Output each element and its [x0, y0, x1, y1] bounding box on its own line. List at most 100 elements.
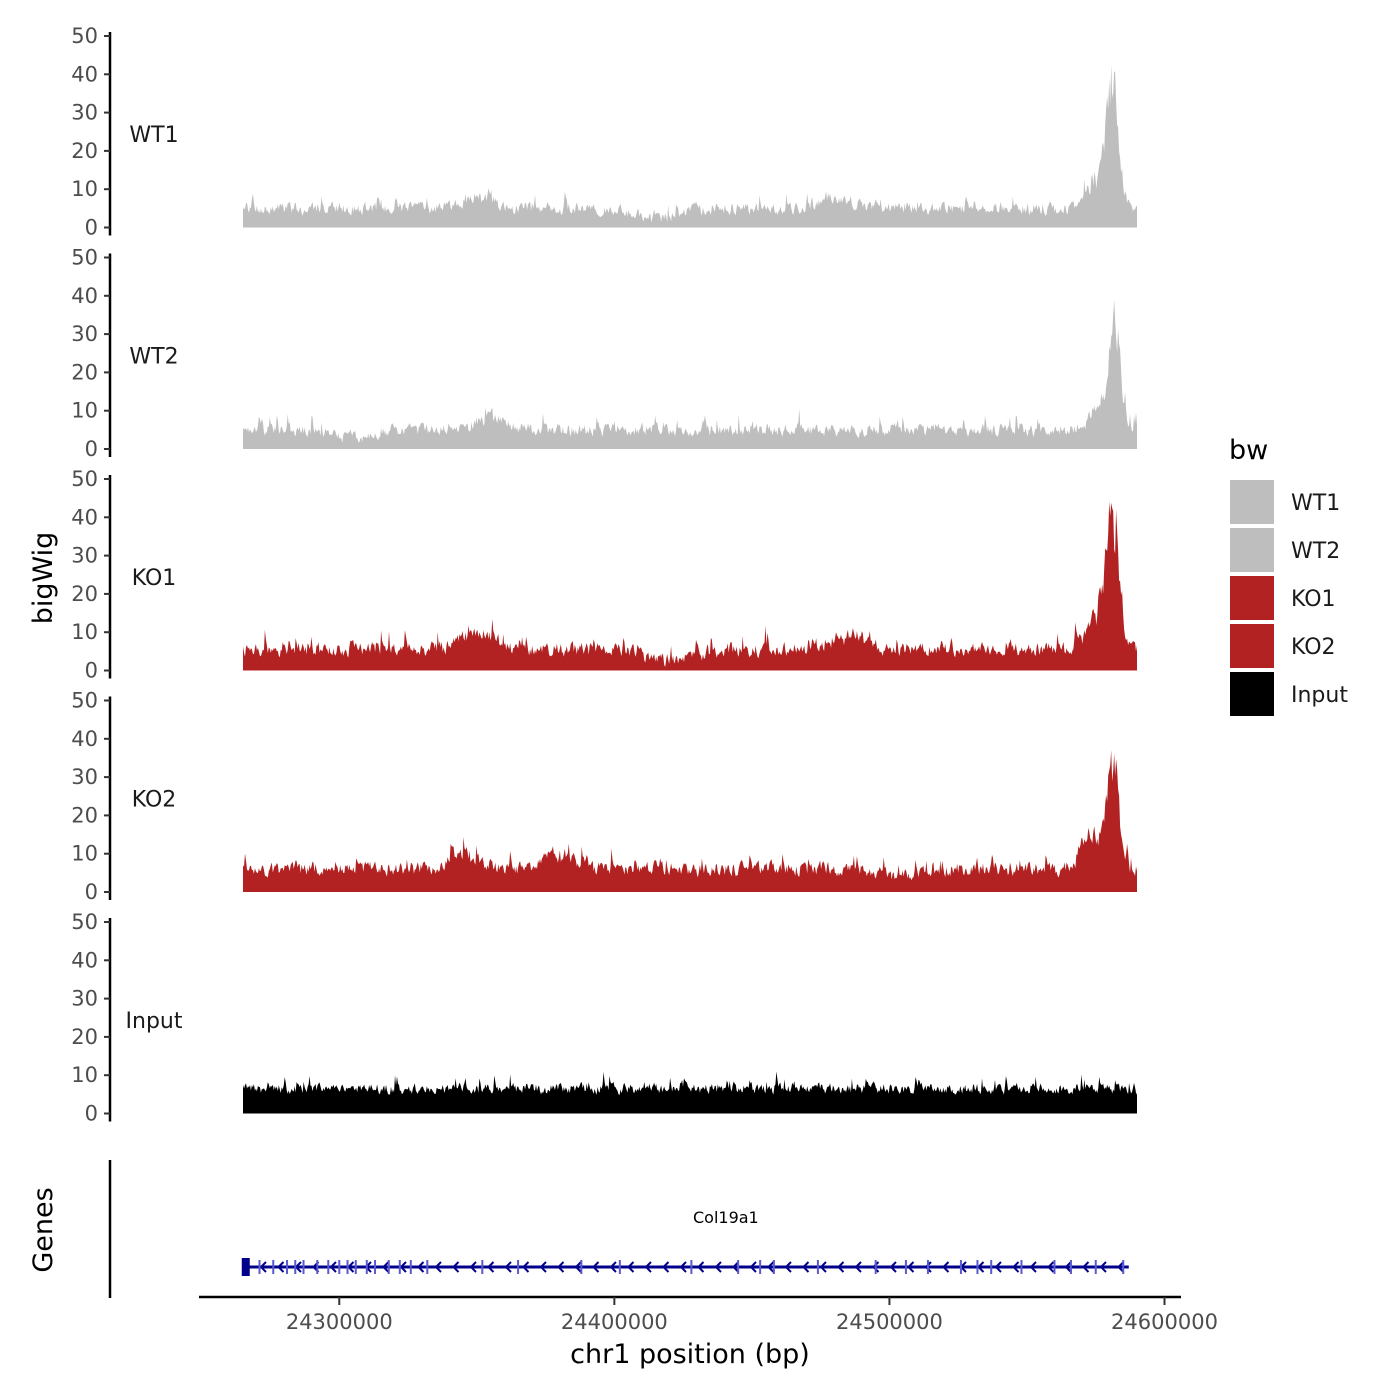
legend-label-wt2: WT2: [1291, 539, 1340, 564]
legend: bw WT1 WT2 KO1 KO2 Input: [1229, 435, 1348, 716]
y-tick-label-ko2: 40: [71, 727, 98, 751]
gene-name-label: Col19a1: [693, 1208, 759, 1227]
x-tick-label: 24300000: [286, 1310, 393, 1334]
y-tick-label-ko1: 10: [71, 620, 98, 644]
y-tick-label-ko1: 30: [71, 544, 98, 568]
strand-arrow: [644, 1261, 652, 1273]
y-tick-label-input: 50: [71, 910, 98, 934]
coverage-area-wt1: [243, 64, 1137, 228]
strand-arrow: [487, 1261, 495, 1273]
gene-exon: [338, 1260, 341, 1274]
gene-exon: [481, 1260, 484, 1274]
strand-arrow: [872, 1261, 880, 1273]
gene-exon: [1069, 1260, 1072, 1274]
gene-exon: [580, 1260, 583, 1274]
genes-axis-title: Genes: [28, 1187, 59, 1272]
track-ko1: 0 10 20 30 40 50 KO1: [71, 467, 1137, 683]
strand-arrow: [434, 1261, 442, 1273]
strand-arrow: [732, 1261, 740, 1273]
y-tick-label-wt2: 40: [71, 284, 98, 308]
track-wt2: 0 10 20 30 40 50 WT2: [71, 246, 1137, 461]
y-tick-label-wt1: 10: [71, 177, 98, 201]
gene-exon: [302, 1260, 305, 1274]
gene-exon: [272, 1260, 275, 1274]
x-axis: 24300000 24400000 24500000 24600000: [199, 1295, 1218, 1334]
legend-label-ko1: KO1: [1291, 587, 1336, 612]
gene-exon: [926, 1260, 929, 1274]
gene-exon: [398, 1260, 401, 1274]
strand-arrow: [574, 1261, 582, 1273]
strand-arrow: [854, 1261, 862, 1273]
track-label-wt1: WT1: [129, 123, 178, 148]
legend-key-input: [1230, 672, 1274, 716]
y-tick-label-wt2: 20: [71, 360, 98, 384]
strand-arrow: [1029, 1261, 1037, 1273]
y-tick-label-ko2: 30: [71, 765, 98, 789]
strand-arrow: [889, 1261, 897, 1273]
strand-arrow: [749, 1261, 757, 1273]
y-tick-label-wt1: 20: [71, 139, 98, 163]
strand-arrow: [977, 1261, 985, 1273]
y-tick-label-ko2: 50: [71, 689, 98, 713]
strand-arrow: [1064, 1261, 1072, 1273]
strand-arrow: [994, 1261, 1002, 1273]
gene-exon: [618, 1260, 621, 1274]
strand-arrow: [907, 1261, 915, 1273]
y-tick-label-ko1: 40: [71, 505, 98, 529]
track-label-ko1: KO1: [132, 566, 177, 591]
y-tick-label-input: 10: [71, 1063, 98, 1087]
strand-arrow: [557, 1261, 565, 1273]
gene-exon: [294, 1260, 297, 1274]
gene-exon: [772, 1260, 775, 1274]
strand-arrow: [1082, 1261, 1090, 1273]
track-label-input: Input: [126, 1009, 183, 1034]
y-tick-label-ko2: 20: [71, 803, 98, 827]
x-axis-title: chr1 position (bp): [570, 1339, 810, 1370]
strand-arrow: [627, 1261, 635, 1273]
strand-arrow: [609, 1261, 617, 1273]
track-wt1: 0 10 20 30 40 50 WT1: [71, 24, 1137, 240]
strand-arrow: [259, 1261, 267, 1273]
strand-arrow: [714, 1261, 722, 1273]
legend-key-ko2: [1230, 624, 1274, 668]
strand-arrow: [837, 1261, 845, 1273]
y-tick-label-wt2: 30: [71, 322, 98, 346]
gene-exon: [1094, 1260, 1097, 1274]
legend-key-wt1: [1230, 480, 1274, 524]
coverage-area-wt2: [243, 299, 1137, 449]
gene-exon: [409, 1260, 412, 1274]
y-axis-title: bigWig: [28, 532, 59, 625]
gene-exon: [976, 1260, 979, 1274]
gene-exon: [904, 1260, 907, 1274]
gene-exon: [737, 1260, 740, 1274]
strand-arrow: [522, 1261, 530, 1273]
y-tick-label-wt1: 0: [85, 216, 98, 240]
track-label-wt2: WT2: [129, 345, 178, 370]
coverage-area-ko1: [243, 501, 1137, 671]
strand-arrow: [592, 1261, 600, 1273]
gene-exon: [327, 1260, 330, 1274]
strand-arrow: [382, 1261, 390, 1273]
y-tick-label-wt1: 30: [71, 101, 98, 125]
gene-exon: [365, 1260, 368, 1274]
y-tick-label-ko1: 20: [71, 582, 98, 606]
strand-arrow: [924, 1261, 932, 1273]
y-tick-label-input: 40: [71, 948, 98, 972]
strand-arrow: [277, 1261, 285, 1273]
x-tick-label: 24500000: [836, 1310, 943, 1334]
strand-arrow: [662, 1261, 670, 1273]
gene-exon: [690, 1260, 693, 1274]
gene-exon: [816, 1260, 819, 1274]
strand-arrow: [1047, 1261, 1055, 1273]
strand-arrow: [1117, 1261, 1125, 1273]
y-tick-label-input: 20: [71, 1025, 98, 1049]
gene-exon: [990, 1260, 993, 1274]
y-tick-label-wt2: 0: [85, 437, 98, 461]
strand-arrow: [539, 1261, 547, 1273]
strand-arrow: [417, 1261, 425, 1273]
y-tick-label-ko2: 10: [71, 842, 98, 866]
gene-annotation-panel: Col19a1: [108, 1160, 1129, 1298]
track-label-ko2: KO2: [132, 788, 177, 813]
strand-arrow: [1099, 1261, 1107, 1273]
